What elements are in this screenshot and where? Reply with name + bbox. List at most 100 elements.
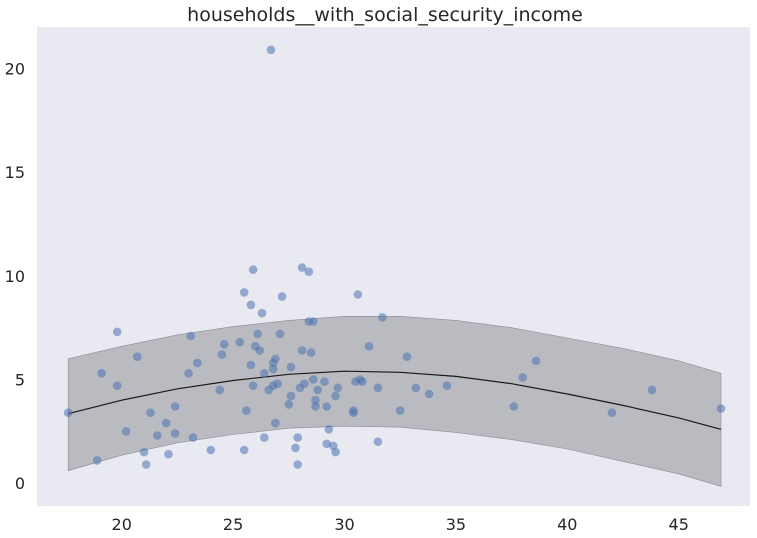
x-tick-label: 25 [223,515,243,534]
scatter-point [286,362,296,372]
scatter-point [219,340,229,349]
scatter-point [246,300,256,310]
scatter-point [141,460,151,469]
scatter-point [112,381,122,391]
scatter-point [304,267,314,277]
fit-line [68,370,722,430]
scatter-point [186,331,195,341]
scatter-point [322,402,332,411]
y-tick-label: 0 [15,474,25,493]
y-axis: 0 5 10 15 20 [5,60,25,494]
x-tick-label: 40 [557,515,577,534]
scatter-point [322,439,332,449]
scatter-point [311,395,320,405]
scatter-point [333,383,343,393]
scatter-point [331,447,340,457]
scatter-point [291,443,300,453]
scatter-point [306,348,316,357]
scatter-point [248,265,258,274]
scatter-point [121,427,131,436]
scatter-point [242,406,251,415]
scatter-point [378,313,387,322]
scatter-point [63,408,73,418]
scatter-point [268,364,278,374]
y-tick-label: 15 [5,163,25,182]
scatter-point [215,385,224,395]
scatter-point [206,445,216,455]
x-tick-label: 45 [669,515,689,534]
scatter-point [309,317,318,326]
scatter-point [373,437,383,447]
scatter-point [235,337,245,347]
scatter-point [300,379,309,389]
scatter-point [184,369,193,378]
scatter-point [271,418,280,428]
scatter-point [509,402,519,411]
scatter-point [373,383,383,393]
scatter-point [139,447,149,457]
scatter-point [607,408,617,418]
scatter-point [170,402,180,411]
scatter-point [320,377,329,386]
scatter-point [260,369,269,378]
scatter-point [324,425,334,434]
scatter-point [349,408,358,418]
scatter-point [253,329,262,339]
x-tick-label: 35 [446,515,466,534]
scatter-point [271,354,280,364]
scatter-point [331,391,340,401]
scatter-point [170,429,180,438]
fit-line-layer [68,370,722,430]
scatter-point [248,381,258,391]
scatter-point [239,288,249,297]
scatter-point [255,346,265,355]
scatter-point [246,360,256,370]
scatter-point [275,329,285,339]
scatter-point [293,433,303,442]
scatter-point [311,402,320,411]
scatter-point [193,358,202,368]
scatter-point [353,290,363,299]
scatter-point [297,346,307,355]
scatter-point [647,385,657,395]
scatter-point [133,352,142,362]
scatter-point [284,400,294,409]
scatter-point [217,350,227,359]
scatter-point [297,263,307,272]
y-tick-label: 10 [5,267,25,286]
x-tick-label: 30 [334,515,354,534]
scatter-point [309,375,318,384]
scatter-point [442,381,452,391]
scatter-point [112,327,122,337]
scatter-point [146,408,155,418]
scatter-point [424,389,434,399]
y-tick-label: 20 [5,60,25,79]
scatter-point [92,456,102,465]
scatter-point [313,385,323,395]
scatter-point [395,406,405,415]
scatter-point [257,308,267,318]
scatter-point [277,292,287,301]
points-layer [63,45,726,469]
scatter-point [286,391,296,401]
scatter-point [188,433,198,442]
scatter-point [239,445,249,455]
scatter-point [402,352,412,362]
scatter-point [293,460,303,469]
scatter-point [716,404,726,413]
scatter-point [97,369,106,378]
chart-title: households__with_social_security_income [187,4,583,26]
y-tick-label: 5 [15,371,25,390]
scatter-point [531,356,541,366]
scatter-point [153,431,162,440]
scatter-point [411,383,421,393]
scatter-point [273,379,282,389]
scatter-point [358,377,367,386]
scatter-point [518,373,527,382]
scatter-point [364,342,374,351]
scatter-point [260,433,269,442]
x-axis: 20 25 30 35 40 45 [112,515,689,534]
scatter-point [161,418,171,428]
scatter-point [164,449,173,459]
